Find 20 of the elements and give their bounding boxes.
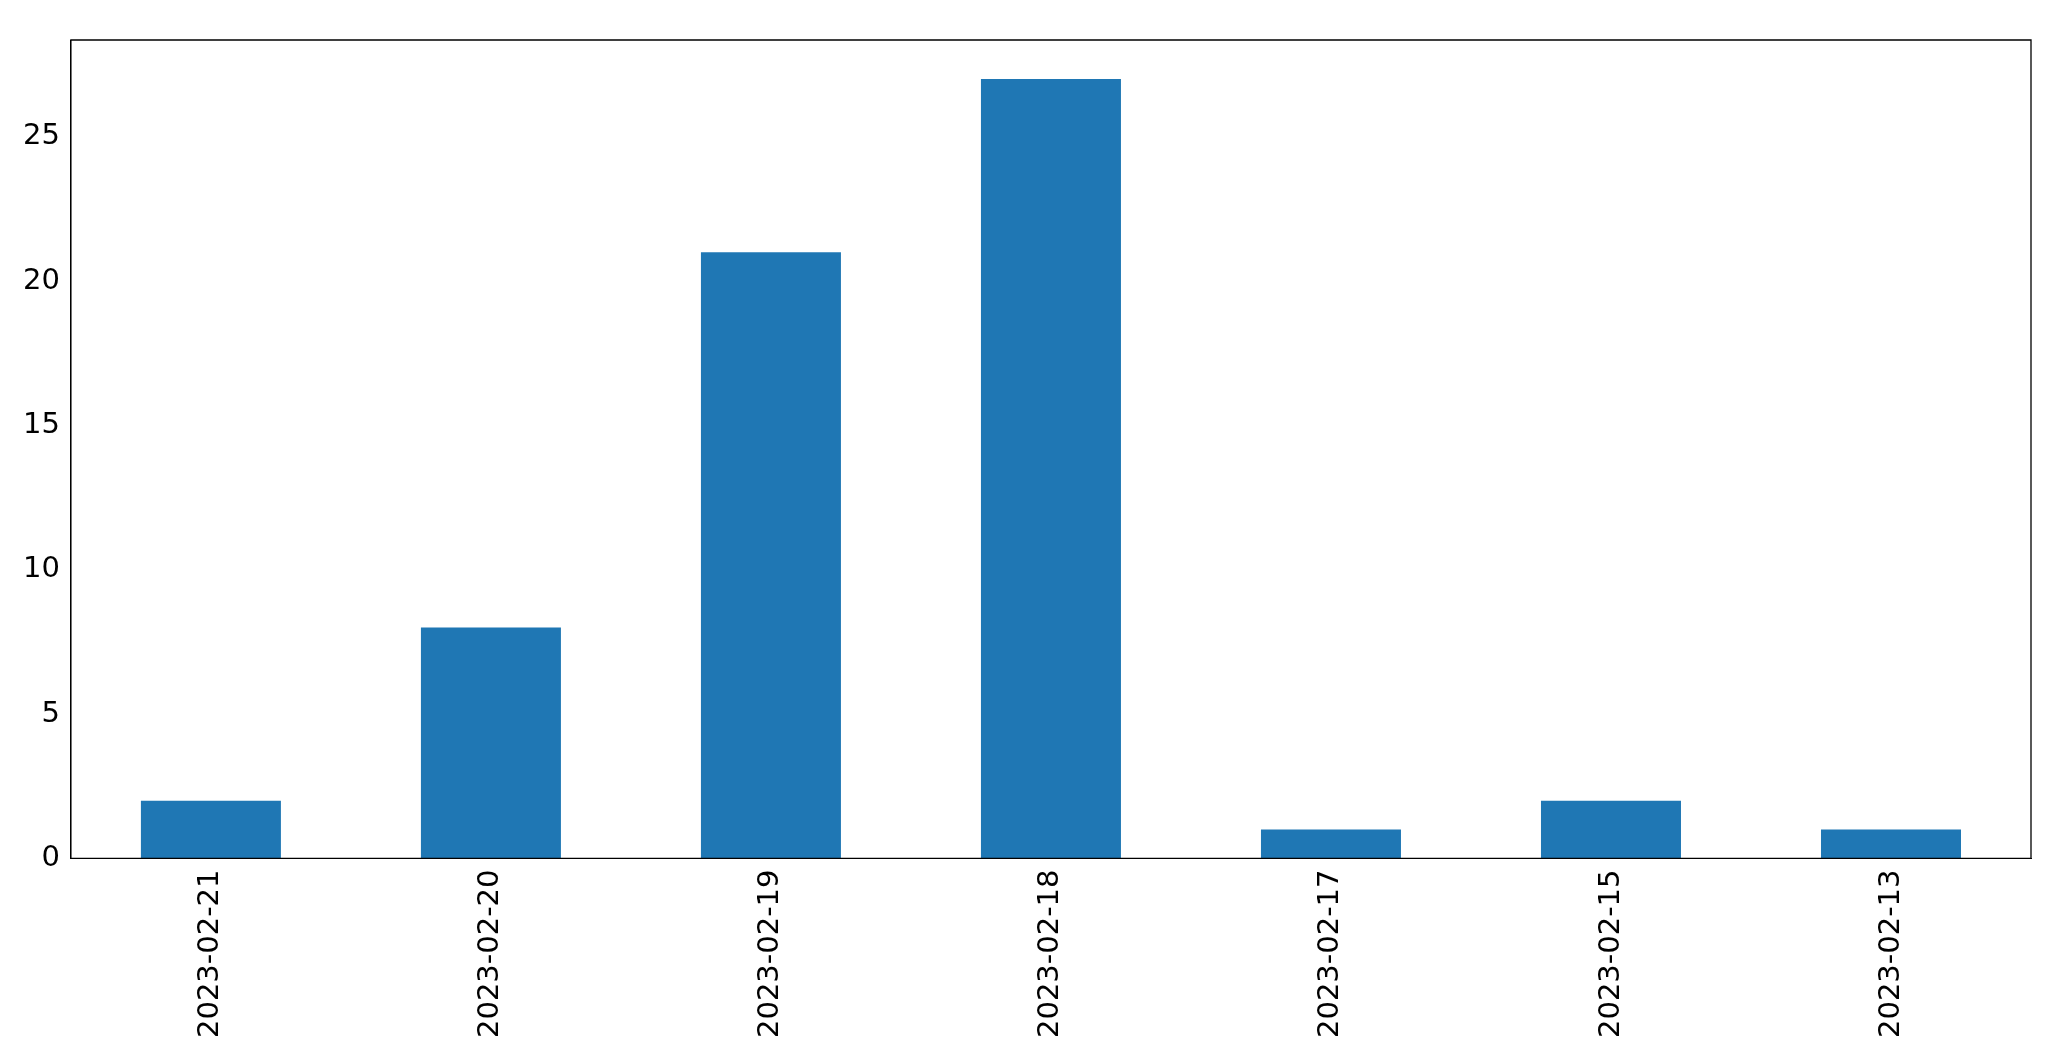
x-tick-label: 2023-02-15 bbox=[1591, 869, 1626, 1039]
x-tick-label: 2023-02-19 bbox=[751, 869, 786, 1039]
bar bbox=[980, 78, 1121, 859]
y-tick-label: 0 bbox=[41, 839, 60, 873]
y-tick-label: 5 bbox=[41, 694, 60, 729]
y-tick-label: 15 bbox=[23, 405, 60, 440]
bar bbox=[140, 800, 281, 859]
bar bbox=[700, 252, 841, 859]
bar bbox=[1820, 829, 1961, 859]
x-tick-label: 2023-02-21 bbox=[191, 869, 226, 1039]
y-tick-label: 25 bbox=[23, 117, 60, 152]
y-tick-label: 20 bbox=[23, 261, 60, 296]
bar bbox=[1540, 800, 1681, 859]
x-tick-label: 2023-02-20 bbox=[471, 869, 506, 1039]
x-tick-label: 2023-02-17 bbox=[1311, 869, 1346, 1039]
x-tick-label: 2023-02-18 bbox=[1031, 869, 1066, 1039]
x-tick-label: 2023-02-13 bbox=[1871, 869, 1906, 1039]
bar bbox=[1260, 829, 1401, 859]
bar bbox=[420, 627, 561, 859]
y-tick-label: 10 bbox=[23, 550, 60, 585]
